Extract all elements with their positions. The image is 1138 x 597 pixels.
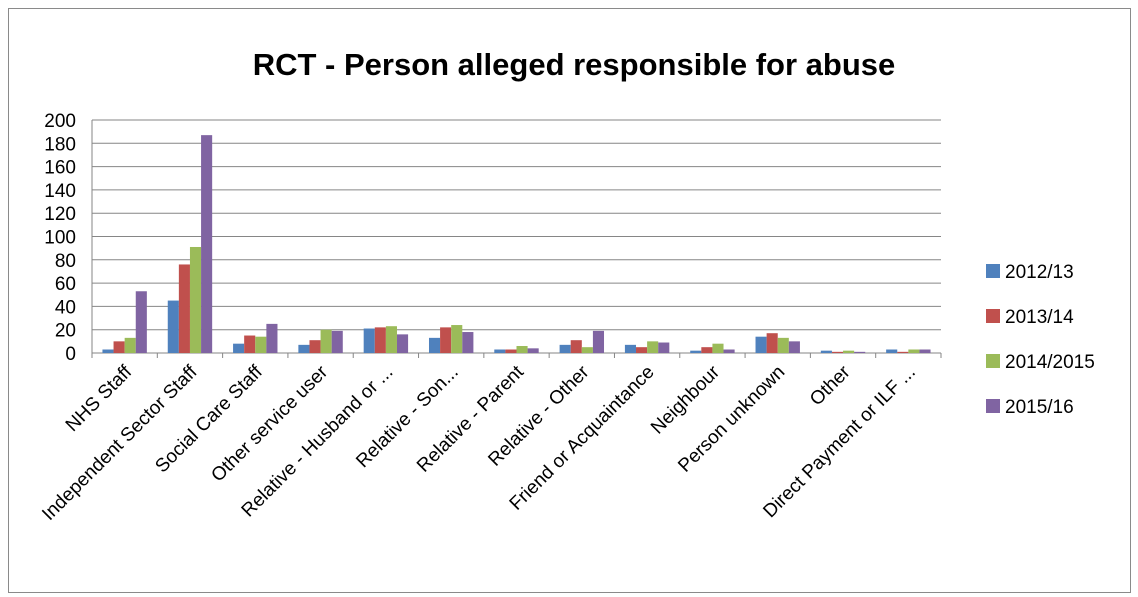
bar <box>755 336 767 353</box>
bar <box>385 326 397 353</box>
bar <box>886 349 898 353</box>
y-tick-label: 120 <box>44 204 76 225</box>
bar <box>820 350 832 353</box>
bar <box>570 340 582 353</box>
y-tick-label: 140 <box>44 181 76 202</box>
legend: 2012/13 2013/14 2014/2015 2015/16 <box>986 262 1095 418</box>
bar <box>777 337 789 353</box>
y-tick-label: 60 <box>55 274 76 295</box>
y-tick-label: 80 <box>55 251 76 272</box>
bar <box>178 264 190 353</box>
bar <box>167 300 179 353</box>
bar <box>766 333 778 353</box>
bar <box>712 343 724 353</box>
bar <box>690 350 702 353</box>
bar <box>592 330 605 353</box>
bar <box>527 348 539 353</box>
bar <box>462 332 474 353</box>
legend-label: 2014/2015 <box>1005 352 1095 373</box>
legend-label: 2015/16 <box>1005 397 1074 418</box>
bar <box>624 344 637 353</box>
bar <box>843 350 855 353</box>
bar <box>331 330 343 353</box>
bar <box>102 349 114 353</box>
chart-area: RCT - Person alleged responsible for abu… <box>8 8 1131 593</box>
axes <box>91 120 942 358</box>
y-tick-label: 100 <box>44 228 76 249</box>
y-tick-label: 160 <box>44 158 76 179</box>
x-tick-label: Other service user <box>207 361 332 486</box>
legend-swatch <box>986 354 1000 368</box>
legend-swatch <box>986 264 1000 278</box>
bar <box>494 349 506 353</box>
bar <box>647 341 659 353</box>
bar <box>831 351 844 353</box>
bar <box>298 344 310 353</box>
bar <box>505 349 517 353</box>
bar <box>516 346 528 353</box>
bar <box>201 135 213 353</box>
bar <box>723 349 735 353</box>
bar <box>233 343 245 353</box>
y-tick-label: 200 <box>44 111 76 132</box>
bar <box>255 336 267 353</box>
legend-swatch <box>986 399 1000 413</box>
bar <box>266 323 278 353</box>
bar <box>559 344 571 353</box>
bar <box>908 349 920 353</box>
bar <box>244 335 256 353</box>
bar <box>854 351 866 353</box>
y-tick-label: 40 <box>55 297 76 318</box>
bar <box>897 351 909 353</box>
bar <box>919 349 931 353</box>
chart-title: RCT - Person alleged responsible for abu… <box>253 47 896 82</box>
bar <box>428 337 441 353</box>
bar <box>363 328 375 353</box>
bar <box>440 327 452 353</box>
bar <box>701 347 713 353</box>
bar <box>581 347 593 353</box>
legend-label: 2013/14 <box>1005 307 1074 328</box>
bar <box>189 246 202 353</box>
legend-label: 2012/13 <box>1005 262 1074 283</box>
bar <box>124 337 136 353</box>
bar <box>451 325 463 353</box>
bar <box>309 340 321 353</box>
legend-swatch <box>986 309 1000 323</box>
y-tick-label: 0 <box>65 344 76 365</box>
bar <box>135 291 147 353</box>
bar <box>396 334 409 353</box>
gridlines <box>92 119 941 354</box>
x-tick-label: Other <box>806 361 855 410</box>
bar <box>658 342 670 353</box>
bar <box>636 347 648 353</box>
bar <box>788 341 800 353</box>
bar <box>374 327 386 353</box>
y-tick-label: 180 <box>44 134 76 155</box>
bar <box>320 329 332 353</box>
y-tick-label: 20 <box>55 321 76 342</box>
bar-chart: RCT - Person alleged responsible for abu… <box>38 47 1095 525</box>
bar <box>113 341 125 353</box>
bars <box>102 135 931 353</box>
